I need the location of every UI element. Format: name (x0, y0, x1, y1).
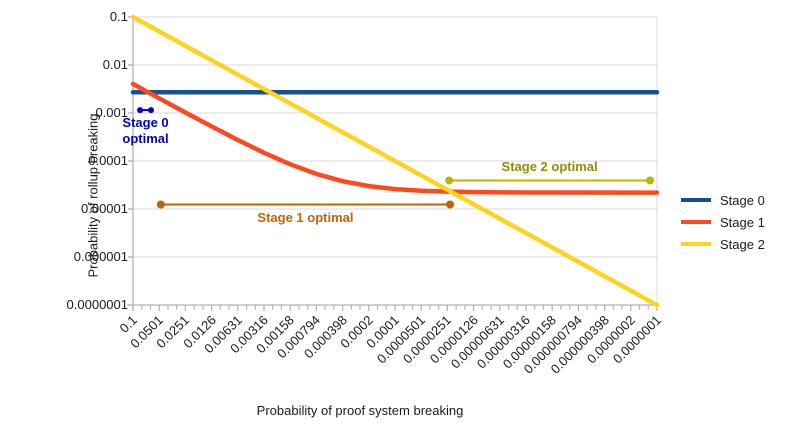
y-tick-label: 0.1 (109, 9, 128, 24)
legend-item-stage-0: Stage 0 (681, 189, 765, 211)
y-tick-label: 0.001 (95, 105, 128, 120)
legend-item-stage-2: Stage 2 (681, 233, 765, 255)
y-tick-label: 0.01 (102, 57, 128, 72)
legend-swatch (681, 242, 711, 246)
stage-1-optimal-dot (156, 200, 165, 209)
x-axis-title: Probability of proof system breaking (256, 403, 464, 418)
legend-item-stage-1: Stage 1 (681, 211, 765, 233)
legend: Stage 0 Stage 1 Stage 2 (681, 189, 765, 255)
stage-0-optimal-dot (148, 107, 155, 114)
stage-2-optimal-dot (646, 176, 655, 185)
legend-label: Stage 1 (720, 214, 765, 230)
stage-0-optimal-dot (137, 107, 144, 114)
series-line-stage-1 (130, 81, 660, 195)
legend-swatch (681, 198, 711, 202)
legend-label: Stage 0 (720, 192, 765, 208)
y-tick-label: 0.0001 (88, 153, 128, 168)
y-tick-label: 0.00001 (81, 201, 128, 216)
stage-2-optimal-dot (445, 176, 454, 185)
legend-label: Stage 2 (720, 236, 765, 252)
y-tick-label: 0.0000001 (66, 297, 128, 312)
y-tick-label: 0.000001 (73, 249, 128, 264)
legend-swatch (681, 220, 711, 224)
stage-1-optimal-dot (446, 200, 455, 209)
series-line-stage-2 (130, 14, 660, 308)
y-axis-title: Probability of rollup breaking (85, 113, 101, 278)
